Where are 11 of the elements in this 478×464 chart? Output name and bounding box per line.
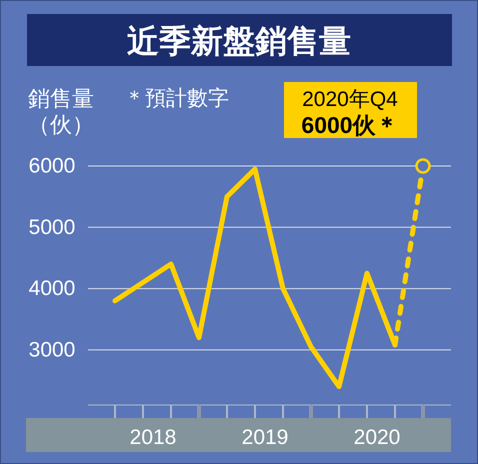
text: ＊預計數字 [124,87,229,110]
x-tick-label: 2018 [130,426,176,449]
x-tick-label: 2019 [242,426,288,449]
y-tick-label: 3000 [28,338,76,362]
x-tick-label: 2020 [354,426,400,449]
chart-title: 近季新盤銷售量 [127,23,351,59]
y-tick-label: 4000 [28,277,76,300]
annotation-box: 2020年Q4 6000伙＊ [284,82,417,138]
y-axis-title: 銷售量（伙） [28,86,95,138]
y-tick-label: 5000 [28,216,76,239]
y-tick-label: 6000 [28,154,76,178]
